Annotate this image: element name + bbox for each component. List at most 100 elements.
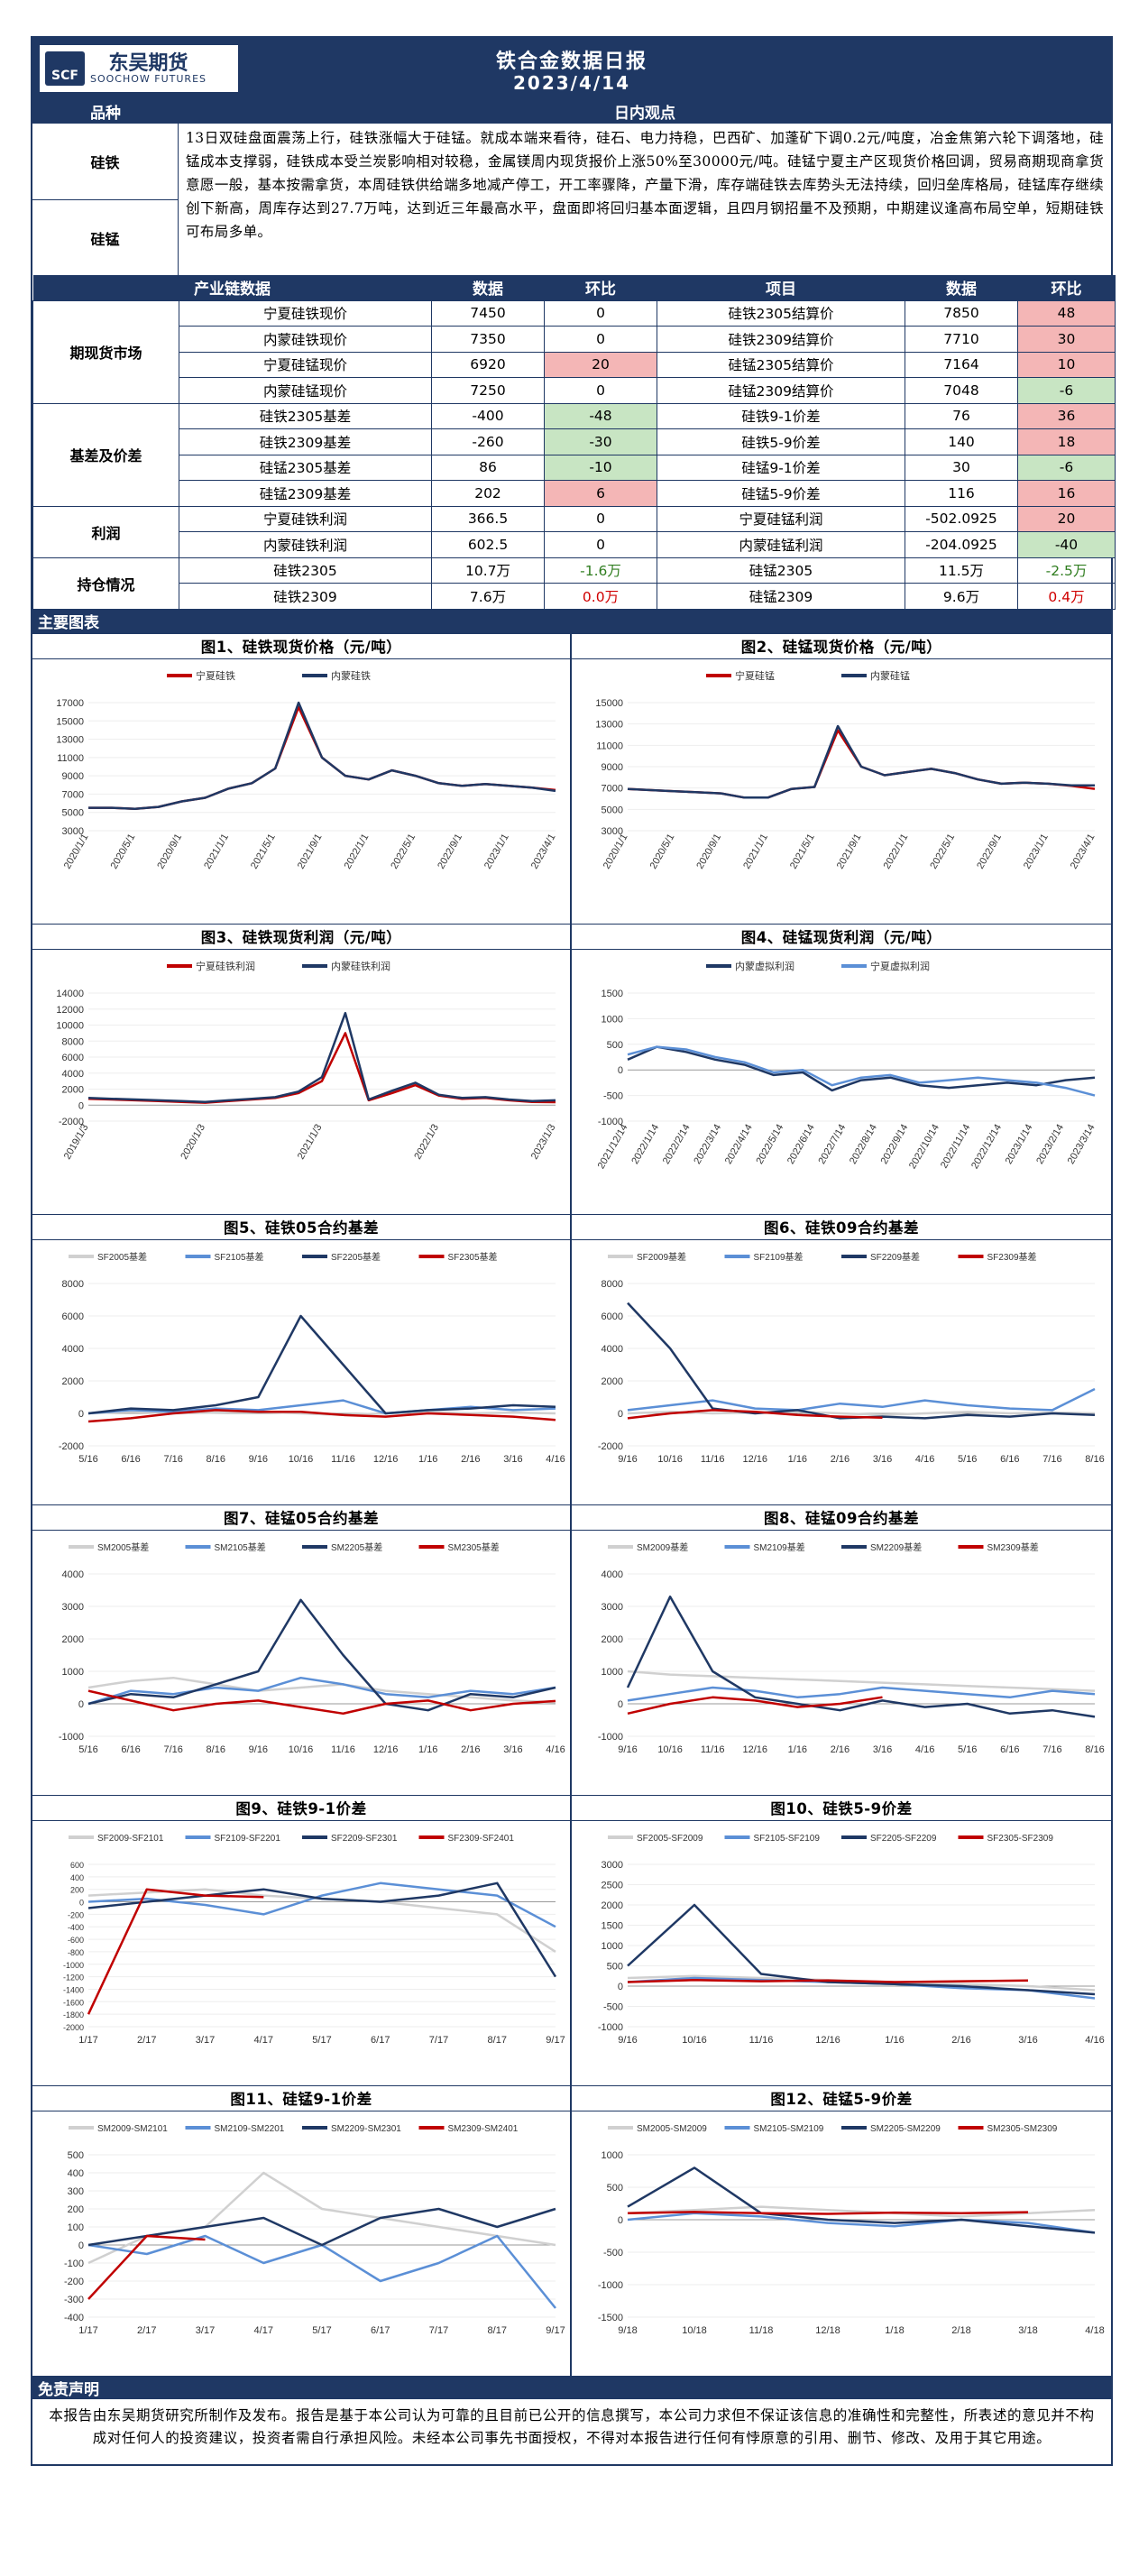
x-tick-label: 1/17: [78, 2035, 97, 2046]
x-tick-label: 2022/4/14: [723, 1122, 755, 1165]
series-line: [627, 2204, 1096, 2218]
legend-label: 内蒙虚拟利润: [735, 960, 794, 972]
table-header-cell: 数据: [431, 275, 545, 300]
y-tick-label: 1000: [602, 2150, 623, 2161]
x-tick-label: 11/18: [749, 2325, 774, 2336]
x-tick-label: 12/16: [743, 1454, 768, 1465]
x-tick-label: 2/16: [831, 1454, 850, 1465]
legend-label: SF2305-SF2309: [987, 1834, 1054, 1844]
x-tick-label: 3/16: [503, 1744, 522, 1755]
y-tick-label: -2000: [598, 1441, 623, 1452]
change-value: 0: [544, 505, 657, 532]
x-tick-label: 2022/8/14: [848, 1122, 879, 1165]
y-tick-label: 8000: [602, 1279, 623, 1290]
x-tick-label: 2023/1/1: [482, 832, 511, 870]
group-label: 基差及价差: [32, 402, 179, 507]
change-value: 0: [544, 531, 657, 558]
x-tick-label: 5/16: [958, 1744, 977, 1755]
item-name: 硅锰2309: [657, 583, 905, 610]
legend-label: SF2109基差: [754, 1251, 804, 1263]
legend-label: 内蒙硅锰: [870, 669, 910, 682]
y-tick-label: 1500: [602, 1920, 623, 1931]
x-tick-label: 2023/4/1: [529, 832, 558, 870]
series-line: [87, 2207, 556, 2246]
chart-panel: 图9、硅铁9-1价差 SF2009-SF2101 SF2109-SF2201 SF22…: [32, 1794, 572, 2085]
item-name: 宁夏硅铁现价: [179, 299, 432, 327]
legend-label: 宁夏硅锰: [735, 669, 775, 682]
table-header-cell: 环比: [1017, 275, 1116, 300]
series-line: [87, 1408, 556, 1422]
y-tick-label: -600: [68, 1936, 84, 1945]
item-name: 宁夏硅铁利润: [179, 505, 432, 532]
y-tick-label: -1000: [59, 1732, 84, 1743]
x-tick-label: 4/16: [915, 1454, 934, 1465]
y-tick-label: -800: [68, 1947, 84, 1956]
x-tick-label: 8/16: [1085, 1744, 1104, 1755]
item-name: 硅锰2309基差: [179, 480, 432, 507]
chart-plot: SF2005基差 SF2105基差 SF2205基差 SF2305基差 -2000 0 20…: [59, 1251, 565, 1465]
x-tick-label: 8/16: [207, 1744, 225, 1755]
logo-mark: SCF: [45, 51, 85, 86]
change-value: 6: [544, 480, 657, 507]
series-line: [87, 1676, 556, 1705]
series-line: [627, 1410, 1096, 1416]
x-tick-label: 2022/10/14: [907, 1122, 941, 1171]
series-line: [87, 1011, 556, 1103]
x-tick-label: 2022/5/1: [928, 832, 957, 870]
chart-plot: 宁夏硅铁 内蒙硅铁 3000 5000 7000 9000 11000 13000 15000 1…: [56, 669, 558, 871]
legend-label: SM2109基差: [754, 1541, 805, 1553]
legend-label: 内蒙硅铁: [331, 669, 371, 682]
x-tick-label: 10/16: [682, 2035, 707, 2046]
group-label: 持仓情况: [32, 557, 179, 610]
x-tick-label: 2023/4/1: [1069, 832, 1097, 870]
data-value: 6920: [431, 351, 545, 378]
chart-panel: 图4、硅锰现货利润（元/吨） 内蒙虚拟利润 宁夏虚拟利润 -1000 -500 0 500 1…: [572, 923, 1111, 1214]
x-tick-label: 4/16: [546, 1454, 565, 1465]
legend-label: SM2105基差: [215, 1541, 266, 1553]
legend-label: SF2209-SF2301: [331, 1834, 398, 1844]
legend-label: SM2209-SM2301: [331, 2124, 401, 2134]
x-tick-label: 7/16: [1042, 1744, 1061, 1755]
y-tick-label: 0: [78, 1699, 84, 1710]
x-tick-label: 1/17: [78, 2325, 97, 2336]
chart-plot: SM2005-SM2009 SM2105-SM2109 SM2205-SM2209 S…: [598, 2124, 1105, 2336]
x-tick-label: 9/17: [546, 2035, 565, 2046]
y-tick-label: 0: [618, 2215, 623, 2226]
table-row: 内蒙硅铁现价 7350 0 硅铁2309结算价 7710 30: [33, 326, 1116, 353]
y-tick-label: -100: [64, 2259, 84, 2269]
x-tick-label: 6/17: [371, 2035, 390, 2046]
table-row: 内蒙硅锰现价 7250 0 硅锰2309结算价 7048 -6: [33, 377, 1116, 404]
y-tick-label: 10000: [56, 1020, 84, 1031]
x-tick-label: 3/16: [503, 1454, 522, 1465]
y-tick-label: -2000: [59, 1117, 84, 1127]
y-tick-label: 0: [79, 1898, 84, 1907]
change-value: 20: [544, 351, 657, 378]
y-tick-label: 500: [607, 2183, 623, 2194]
table-row: 硅铁2309 7.6万 0.0万 硅锰2309 9.6万 0.4万: [33, 583, 1116, 610]
x-tick-label: 12/16: [373, 1454, 399, 1465]
chart-title: 图4、硅锰现货利润（元/吨）: [572, 925, 1111, 950]
chart-title: 图1、硅铁现货价格（元/吨）: [32, 634, 570, 659]
chart-title: 图11、硅锰9-1价差: [32, 2086, 570, 2111]
change-value: 16: [1017, 480, 1116, 507]
y-tick-label: -1000: [598, 2022, 623, 2033]
series-line: [627, 2210, 1029, 2215]
variety-label: 硅铁: [90, 154, 120, 171]
x-tick-label: 2/16: [951, 2035, 970, 2046]
x-tick-label: 2/17: [137, 2325, 156, 2336]
chart-title: 图8、硅锰09合约基差: [572, 1505, 1111, 1531]
table-row: 宁夏硅锰现价 6920 20 硅锰2305结算价 7164 10: [33, 351, 1116, 378]
x-tick-label: 2022/2/14: [661, 1122, 693, 1165]
data-value: 7164: [905, 351, 1018, 378]
item-name: 硅铁2309结算价: [657, 326, 905, 353]
x-tick-label: 6/16: [121, 1454, 140, 1465]
report-title: 铁合金数据日报: [495, 51, 647, 73]
x-tick-label: 2022/1/1: [882, 832, 911, 870]
chart-plot: SF2009-SF2101 SF2109-SF2201 SF2209-SF2301 S…: [63, 1834, 565, 2046]
x-tick-label: 12/16: [743, 1744, 768, 1755]
change-value: 0.0万: [544, 583, 657, 610]
x-tick-label: 7/16: [1042, 1454, 1061, 1465]
x-tick-label: 2020/9/1: [694, 832, 723, 870]
chart-panel: 图11、硅锰9-1价差 SM2009-SM2101 SM2109-SM2201 SM2…: [32, 2084, 572, 2376]
x-tick-label: 8/17: [488, 2035, 507, 2046]
